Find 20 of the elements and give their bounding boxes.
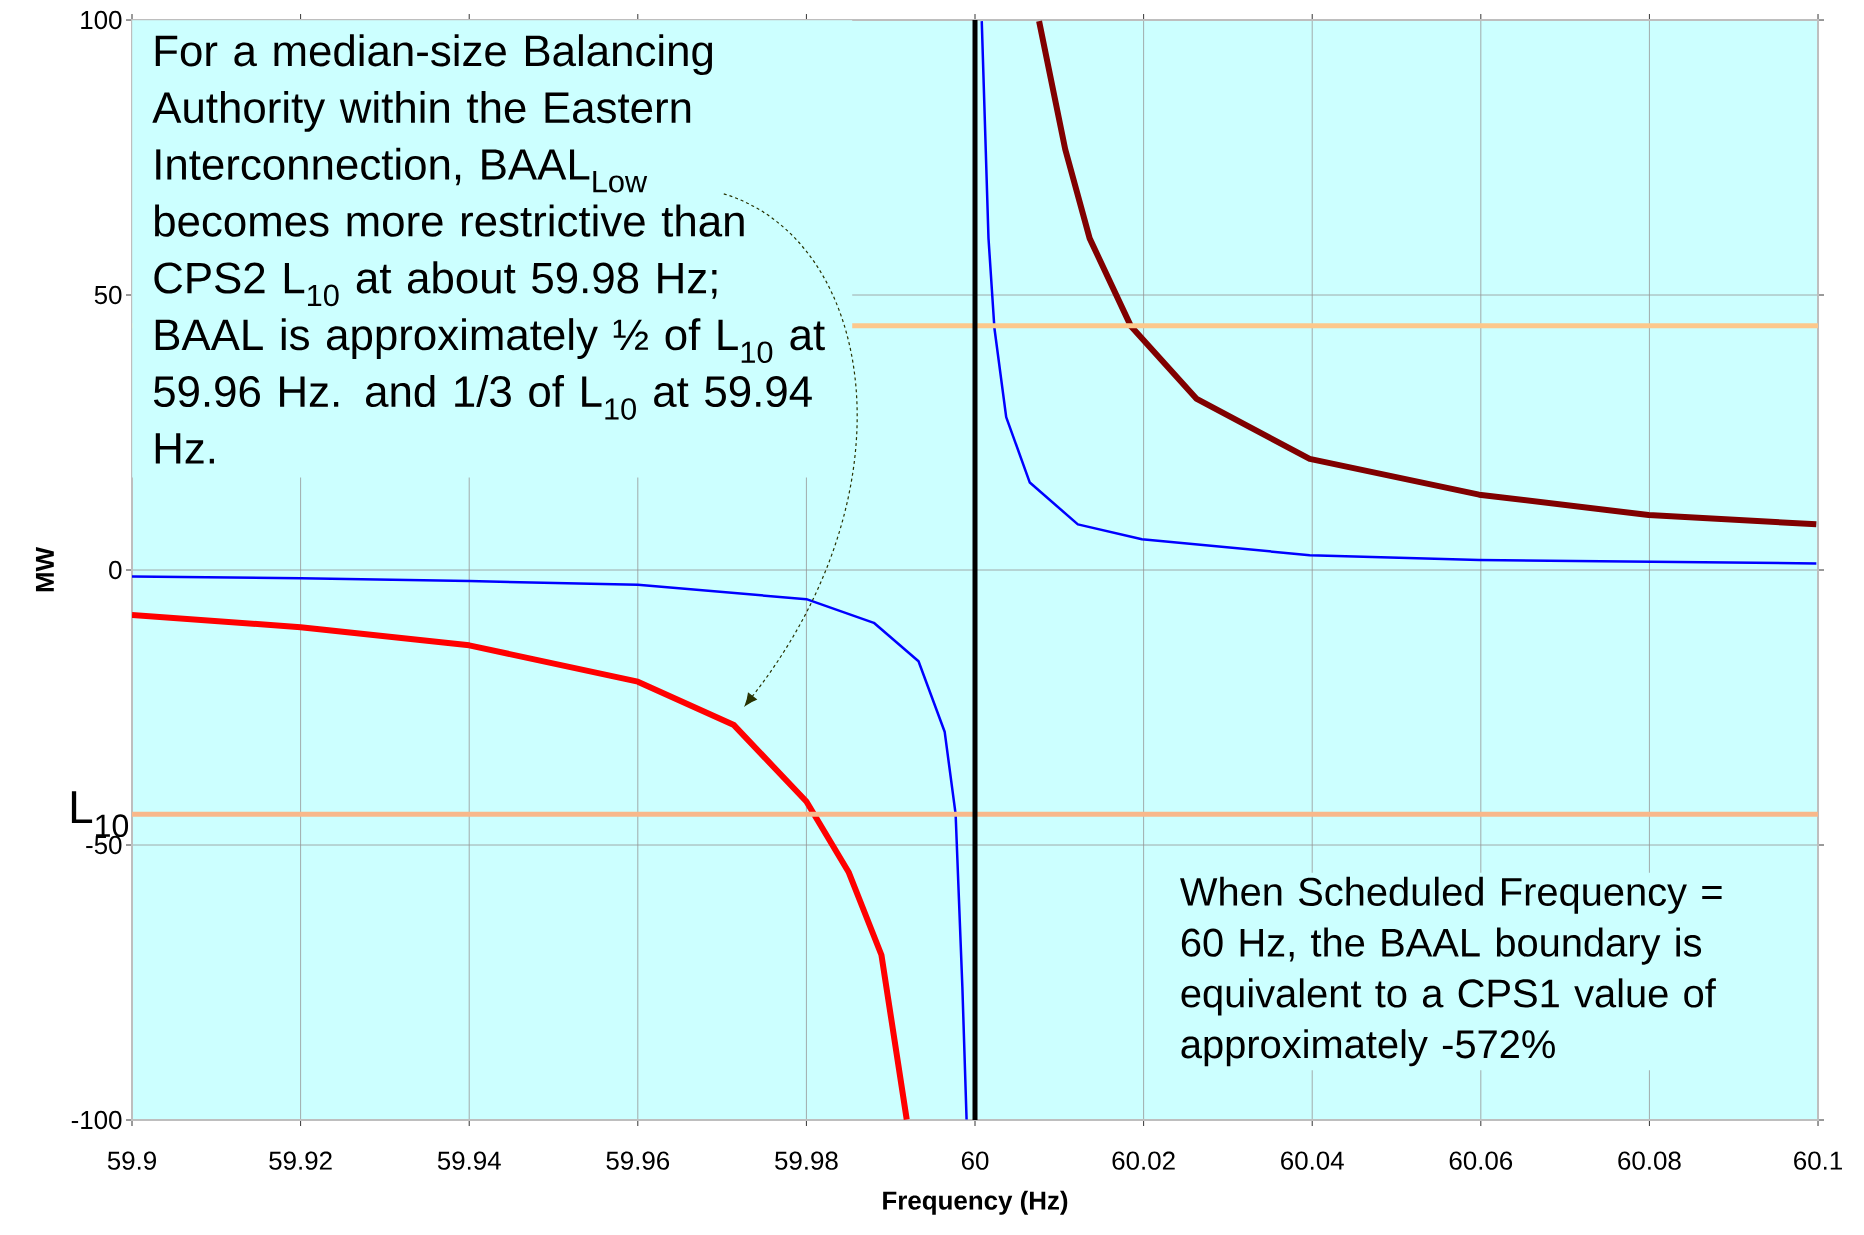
- x-tick-label: 60.1: [1794, 1151, 1842, 1170]
- y-tick-label: -50: [86, 835, 122, 855]
- y-tick-label: 0: [109, 560, 122, 580]
- x-tick-label: 59.9: [107, 1151, 156, 1170]
- x-tick-label: 59.96: [606, 1151, 670, 1170]
- x-tick-label: 60: [961, 1151, 989, 1170]
- text: For a median-size Balancing Authority within the Eastern Interconnection, BAAL$_{Low}$ becomes more restrictive than CPS2 L$_{10}$ at about 59.98 Hz; BAAL is approximately ½ of L$_{10}$ at 59.96 Hz. and 1/3 of L$_{10}$ at 59.94 Hz.: [152, 34, 825, 464]
- x-tick-label: 60.02: [1112, 1151, 1175, 1170]
- y-tick-label: -100: [71, 1110, 122, 1130]
- x-tick-label: 60.08: [1618, 1151, 1681, 1170]
- x-tick-label: 59.92: [269, 1151, 332, 1170]
- y-tick-label: 50: [94, 285, 122, 305]
- y-axis-title: MW: [35, 547, 54, 592]
- x-axis-title: Frequency (Hz): [883, 1190, 1068, 1215]
- x-tick-label: 59.98: [775, 1151, 838, 1170]
- x-tick-label: 59.94: [437, 1151, 501, 1170]
- annotation: When Scheduled Frequency = 60 Hz, the BAAL boundary is equivalent to a CPS1 value of approximately -572%: [1180, 876, 1722, 1067]
- y-tick-label: 100: [81, 10, 122, 30]
- x-tick-label: 60.06: [1449, 1151, 1513, 1170]
- x-tick-label: 60.04: [1281, 1151, 1344, 1170]
